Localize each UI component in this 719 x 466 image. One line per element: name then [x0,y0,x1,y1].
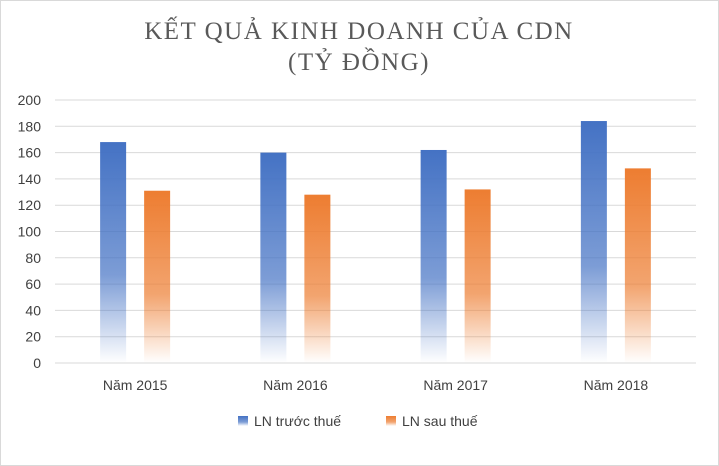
y-tick-label: 120 [18,197,42,213]
y-tick-label: 180 [18,118,42,134]
y-tick-label: 200 [18,92,42,108]
bar-ln-sau-thue [624,168,651,363]
y-tick-label: 100 [18,224,42,240]
y-tick-label: 60 [25,276,41,292]
x-category-label: Năm 2015 [103,377,168,393]
chart-title-line-1: KẾT QUẢ KINH DOANH CỦA CDN [144,16,574,45]
x-category-label: Năm 2016 [263,377,328,393]
legend-label: LN sau thuế [402,413,478,429]
bar-ln-truoc-thue [260,152,287,363]
legend: LN trước thuế LN sau thuế [238,413,478,429]
legend-label: LN trước thuế [254,413,341,429]
y-tick-label: 140 [18,171,42,187]
bar-ln-truoc-thue [580,121,607,363]
legend-swatch [386,416,396,426]
chart-title-line-2: (TỶ ĐỒNG) [288,47,430,76]
bar-ln-sau-thue [144,190,171,363]
x-axis-categories: Năm 2015 Năm 2016 Năm 2017 Năm 2018 [103,377,649,393]
y-tick-label: 20 [25,329,41,345]
legend-swatch [238,416,248,426]
y-tick-label: 0 [33,355,41,371]
x-category-label: Năm 2017 [423,377,488,393]
y-tick-label: 40 [25,302,41,318]
y-axis-ticks: 0 20 40 60 80 100 120 140 160 180 200 [18,92,42,371]
bars [100,121,651,363]
bar-ln-truoc-thue [100,142,127,363]
x-category-label: Năm 2018 [584,377,649,393]
y-tick-label: 160 [18,145,42,161]
bar-ln-truoc-thue [420,149,447,363]
y-tick-label: 80 [25,250,41,266]
bar-ln-sau-thue [304,194,331,363]
bar-ln-sau-thue [464,189,491,363]
